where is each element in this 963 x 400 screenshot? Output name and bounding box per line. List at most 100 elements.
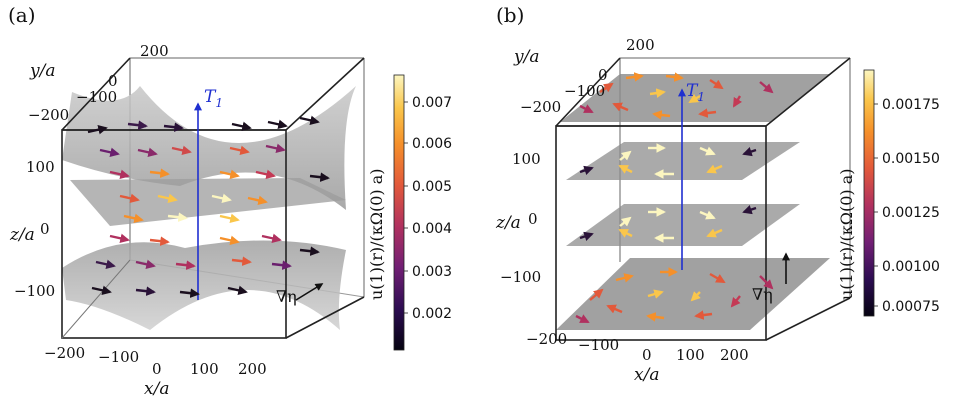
panel-b-xtick-0: 0 xyxy=(642,346,652,364)
flow-arrow xyxy=(618,164,633,174)
flow-arrow xyxy=(149,168,170,178)
panel-a-ytick-0: 0 xyxy=(108,72,118,90)
flow-arrow xyxy=(109,233,130,244)
panel-b-cbtick-1: 0.00150 xyxy=(882,151,940,167)
panel-b-box-front xyxy=(555,57,851,341)
panel-b-arrows xyxy=(575,72,774,324)
flow-arrow xyxy=(709,79,724,90)
panel-b-ztick-m100: −100 xyxy=(500,268,541,286)
flow-arrow xyxy=(599,82,614,93)
panel-a-cbtick-3: 0.004 xyxy=(412,221,452,237)
panel-a-colorbar-ticks xyxy=(404,101,408,314)
panel-a-colorbar-label: u(1)(r)/(κΩ(0) a) xyxy=(367,168,386,300)
flow-arrow xyxy=(625,72,644,82)
panel-b-plane-3 xyxy=(566,204,800,246)
flow-arrow xyxy=(175,260,196,270)
flow-arrow xyxy=(299,115,320,126)
panel-b-xtick-m200: −200 xyxy=(526,330,567,348)
flow-arrow xyxy=(688,93,701,104)
flow-arrow xyxy=(255,169,276,180)
flow-arrow xyxy=(127,120,148,130)
panel-a-grad-label: ∇η xyxy=(276,287,297,306)
flow-arrow xyxy=(615,273,634,283)
panel-b-grad-label: ∇η xyxy=(752,285,773,304)
flow-arrow xyxy=(135,259,156,270)
panel-b-plane-2 xyxy=(566,142,800,180)
flow-arrow xyxy=(149,236,170,246)
flow-arrow xyxy=(119,193,140,204)
panel-a-cbtick-1: 0.006 xyxy=(412,136,452,152)
flow-arrow xyxy=(123,213,144,224)
panel-a-lower-saddle xyxy=(62,240,346,330)
panel-a-colorbar xyxy=(393,74,405,351)
flow-arrow xyxy=(646,312,665,322)
flow-arrow xyxy=(589,288,604,301)
flow-arrow xyxy=(247,195,268,206)
flow-arrow xyxy=(690,291,701,302)
panel-a-xtick-100: 100 xyxy=(190,360,219,378)
flow-arrow xyxy=(619,216,632,227)
panel-b-z-label: z/a xyxy=(495,213,521,233)
flow-arrow xyxy=(759,275,774,290)
panel-a-ztick-0: 0 xyxy=(40,220,50,238)
flow-arrow xyxy=(730,295,741,308)
flow-arrow xyxy=(157,193,178,204)
flow-arrow xyxy=(261,233,282,244)
flow-arrow xyxy=(709,272,726,284)
flow-arrow xyxy=(227,285,248,296)
flow-arrow xyxy=(706,164,723,174)
panel-a-xtick-m200: −200 xyxy=(44,344,85,362)
panel-a-arrows xyxy=(87,115,330,298)
panel-a-grad-arrow xyxy=(295,283,324,301)
flow-arrow xyxy=(171,145,192,156)
flow-arrow xyxy=(271,260,292,270)
flow-arrow xyxy=(229,145,250,156)
flow-arrow xyxy=(699,210,716,220)
flow-arrow xyxy=(163,122,184,132)
panel-a: (a) T1 xyxy=(8,3,452,399)
flow-arrow xyxy=(579,165,594,175)
panel-a-ytick-m200: −200 xyxy=(28,106,69,124)
panel-b-colorbar-ticks xyxy=(874,103,878,307)
panel-a-cbtick-4: 0.003 xyxy=(412,264,452,280)
panel-b-cbtick-2: 0.00125 xyxy=(882,205,940,221)
panel-a-xtick-0: 0 xyxy=(152,360,162,378)
panel-b-cbtick-3: 0.00100 xyxy=(882,259,940,275)
panel-b-xtick-200: 200 xyxy=(720,346,749,364)
panel-a-cbtick-5: 0.002 xyxy=(412,306,452,322)
panel-b-x-label: x/a xyxy=(634,365,659,385)
flow-arrow xyxy=(579,104,594,114)
panel-a-xtick-m100: −100 xyxy=(98,348,139,366)
panel-a-xtick-200: 200 xyxy=(238,360,267,378)
panel-b-label: (b) xyxy=(496,3,524,27)
panel-b-colorbar xyxy=(863,69,875,317)
panel-a-ztick-m100: −100 xyxy=(14,282,55,300)
flow-arrow xyxy=(699,146,716,156)
panel-b-ytick-m100: −100 xyxy=(564,82,605,100)
flow-arrow xyxy=(267,119,288,130)
flow-arrow xyxy=(231,256,252,266)
panel-a-t1-label: T1 xyxy=(204,87,223,110)
flow-arrow xyxy=(575,314,590,324)
panel-a-label: (a) xyxy=(8,3,36,27)
flow-arrow xyxy=(211,193,232,204)
panel-a-cbtick-2: 0.005 xyxy=(412,179,452,195)
flow-arrow xyxy=(219,213,240,224)
panel-a-ytick-m100: −100 xyxy=(76,88,117,106)
flow-arrow xyxy=(99,147,120,158)
flow-arrow xyxy=(91,285,112,296)
flow-arrow xyxy=(619,150,632,161)
flow-arrow xyxy=(742,147,757,157)
panel-b-ytick-0: 0 xyxy=(598,66,608,84)
panel-b-ztick-100: 100 xyxy=(512,150,541,168)
flow-arrow xyxy=(652,110,671,120)
panel-a-ytick-200: 200 xyxy=(140,42,169,60)
panel-b-ytick-m200: −200 xyxy=(520,98,561,116)
panel-a-upper-saddle xyxy=(62,86,356,210)
flow-arrow xyxy=(706,228,723,238)
flow-arrow xyxy=(606,304,623,314)
panel-a-middle-plane xyxy=(70,178,346,226)
panel-b-xtick-100: 100 xyxy=(676,346,705,364)
panel-b-y-label: y/a xyxy=(513,47,539,67)
